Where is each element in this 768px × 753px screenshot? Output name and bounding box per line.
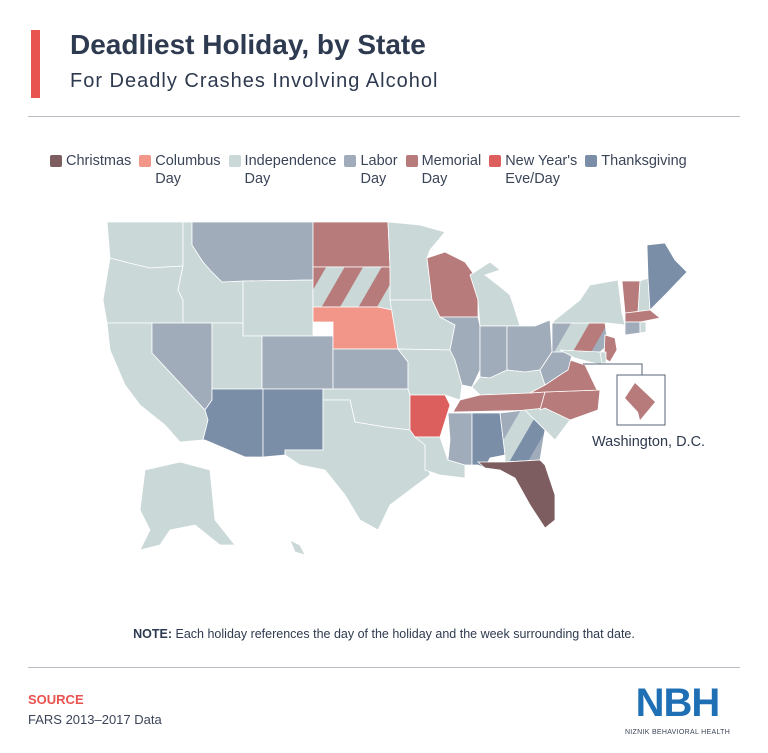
page-title: Deadliest Holiday, by State: [70, 29, 426, 60]
state-il: [439, 316, 481, 388]
state-la: [413, 436, 466, 479]
state-ma: [624, 309, 661, 323]
legend-label-line2: Eve/Day: [505, 171, 560, 187]
state-ak: [139, 461, 236, 551]
legend-label: Columbus Day: [155, 152, 220, 188]
legend-label-line1: Thanksgiving: [601, 153, 687, 169]
state-ks: [332, 348, 409, 390]
state-co: [261, 335, 334, 390]
legend-label: Thanksgiving: [601, 152, 686, 170]
logo-name: NIZNIK BEHAVIORAL HEALTH: [624, 729, 731, 736]
note-text: Each holiday references the day of the h…: [175, 627, 635, 641]
legend-item-newyear: New Year's Eve/Day: [489, 152, 577, 188]
legend-label: Labor Day: [360, 152, 397, 188]
legend-swatch: [50, 155, 62, 167]
footer-divider: [28, 667, 740, 668]
us-map: [102, 221, 688, 556]
state-hi: [289, 539, 306, 556]
state-or: [102, 257, 184, 324]
legend-label: Christmas: [66, 152, 131, 170]
legend-swatch: [228, 155, 241, 167]
header-divider: [28, 116, 740, 117]
state-nm: [262, 388, 324, 458]
state-ny: [551, 279, 626, 326]
footnote: NOTE: Each holiday references the day of…: [0, 626, 768, 642]
state-vt: [621, 280, 641, 314]
legend-swatch: [489, 155, 502, 167]
dc-connector-line: [583, 363, 643, 375]
page-subtitle: For Deadly Crashes Involving Alcohol: [70, 70, 439, 92]
state-fl: [476, 459, 556, 529]
state-ms: [447, 412, 473, 466]
legend-item-labor: Labor Day: [344, 152, 398, 188]
state-al: [471, 412, 506, 469]
state-mi: [469, 261, 521, 327]
legend-label-line1: New Year's: [505, 153, 578, 169]
state-me: [646, 242, 688, 311]
legend-swatch: [344, 155, 357, 167]
legend-item-christmas: Christmas: [50, 152, 131, 188]
state-sd: [312, 266, 393, 311]
state-de: [599, 351, 607, 364]
nbh-logo: NBH NIZNIK BEHAVIORAL HEALTH: [620, 680, 735, 737]
state-ar: [409, 394, 451, 438]
legend-item-thanksgiving: Thanksgiving: [585, 152, 687, 188]
legend-label-line2: Day: [360, 171, 387, 187]
legend-label-line1: Labor: [360, 153, 398, 169]
state-tx: [284, 399, 431, 531]
legend-swatch: [585, 155, 598, 167]
legend-item-memorial: Memorial Day: [405, 152, 482, 188]
legend-item-independence: Independence Day: [228, 152, 337, 188]
legend-label: New Year's Eve/Day: [505, 152, 577, 188]
legend-label-line1: Memorial: [421, 153, 482, 169]
legend-label-line1: Independence: [244, 153, 337, 169]
state-ri: [639, 321, 647, 334]
state-nd: [312, 221, 391, 268]
legend-label-line2: Day: [155, 171, 182, 187]
logo-letters: NBH: [635, 681, 721, 725]
legend-swatch: [405, 155, 418, 167]
state-ct: [624, 321, 641, 336]
source-label: SOURCE: [28, 692, 84, 707]
legend-label-line1: Columbus: [155, 153, 221, 169]
legend-label: Independence Day: [245, 152, 337, 188]
legend-swatch: [139, 155, 152, 167]
legend-label-line1: Christmas: [66, 153, 132, 169]
legend-item-columbus: Columbus Day: [139, 152, 221, 188]
dc-inset-label: Washington, D.C.: [592, 434, 706, 450]
state-wy: [242, 279, 314, 337]
source-text: FARS 2013–2017 Data: [28, 712, 162, 727]
accent-bar: [31, 30, 40, 98]
state-in: [479, 325, 508, 379]
legend: Christmas Columbus Day Independence Day Labor…: [50, 152, 695, 188]
legend-label: Memorial Day: [422, 152, 482, 188]
state-dc: [625, 383, 655, 420]
legend-label-line2: Day: [421, 171, 448, 187]
note-label: NOTE:: [133, 627, 173, 641]
state-pa: [551, 322, 609, 353]
state-az: [202, 388, 264, 458]
legend-label-line2: Day: [244, 171, 271, 187]
